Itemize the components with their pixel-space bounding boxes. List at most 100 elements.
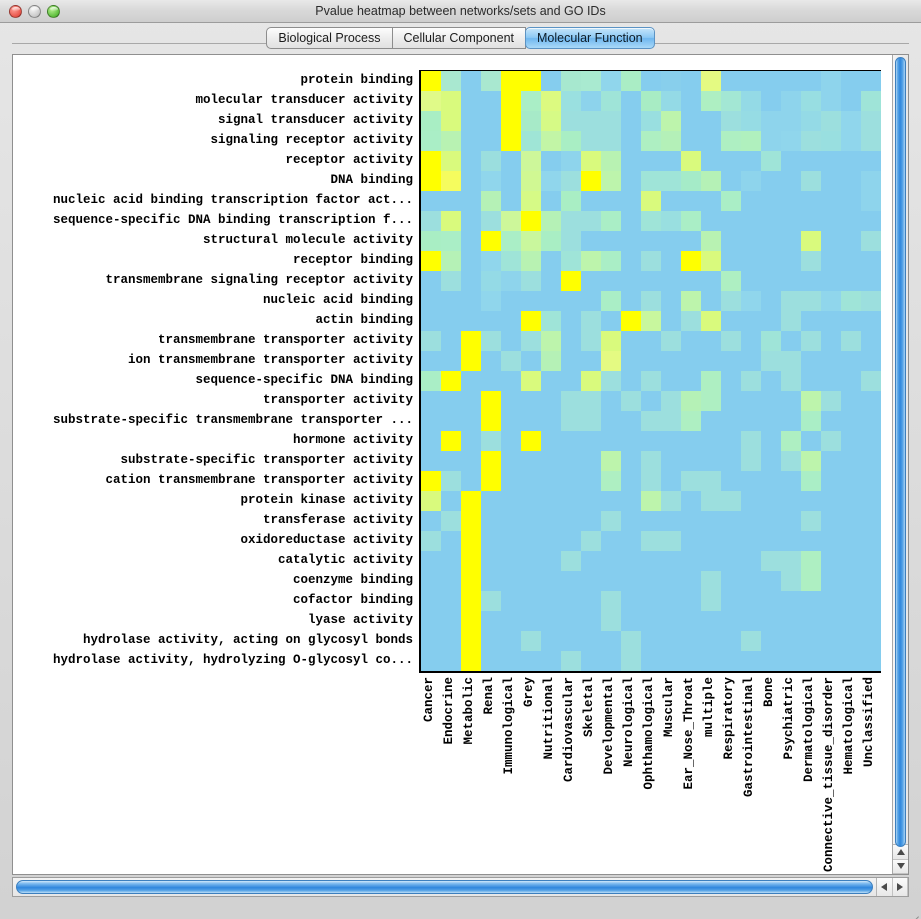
heatmap-cell[interactable] xyxy=(581,231,601,251)
heatmap-cell[interactable] xyxy=(761,91,781,111)
heatmap-cell[interactable] xyxy=(821,631,841,651)
heatmap-cell[interactable] xyxy=(481,211,501,231)
heatmap-cell[interactable] xyxy=(621,231,641,251)
heatmap-cell[interactable] xyxy=(501,531,521,551)
heatmap-cell[interactable] xyxy=(601,431,621,451)
heatmap-cell[interactable] xyxy=(421,351,441,371)
heatmap-cell[interactable] xyxy=(681,491,701,511)
heatmap-cell[interactable] xyxy=(561,471,581,491)
heatmap-cell[interactable] xyxy=(421,311,441,331)
heatmap-cell[interactable] xyxy=(541,651,561,671)
heatmap-cell[interactable] xyxy=(781,191,801,211)
heatmap-cell[interactable] xyxy=(741,591,761,611)
heatmap-cell[interactable] xyxy=(641,151,661,171)
heatmap-cell[interactable] xyxy=(421,171,441,191)
heatmap-cell[interactable] xyxy=(421,231,441,251)
heatmap-cell[interactable] xyxy=(761,511,781,531)
heatmap-cell[interactable] xyxy=(861,231,881,251)
heatmap-cell[interactable] xyxy=(861,651,881,671)
heatmap-cell[interactable] xyxy=(701,531,721,551)
horizontal-scrollbar[interactable] xyxy=(12,877,909,897)
heatmap-cell[interactable] xyxy=(721,591,741,611)
heatmap-cell[interactable] xyxy=(541,491,561,511)
heatmap-cell[interactable] xyxy=(521,651,541,671)
heatmap-cell[interactable] xyxy=(521,231,541,251)
scroll-left-button[interactable] xyxy=(877,878,893,896)
heatmap-cell[interactable] xyxy=(521,631,541,651)
heatmap-cell[interactable] xyxy=(581,151,601,171)
heatmap-cell[interactable] xyxy=(501,211,521,231)
heatmap-cell[interactable] xyxy=(781,111,801,131)
heatmap-cell[interactable] xyxy=(541,451,561,471)
heatmap-cell[interactable] xyxy=(861,551,881,571)
heatmap-cell[interactable] xyxy=(541,551,561,571)
heatmap-cell[interactable] xyxy=(861,91,881,111)
heatmap-cell[interactable] xyxy=(681,471,701,491)
heatmap-cell[interactable] xyxy=(861,291,881,311)
heatmap-cell[interactable] xyxy=(621,191,641,211)
heatmap-cell[interactable] xyxy=(861,371,881,391)
heatmap-cell[interactable] xyxy=(421,211,441,231)
heatmap-cell[interactable] xyxy=(621,171,641,191)
heatmap-cell[interactable] xyxy=(661,531,681,551)
heatmap-cell[interactable] xyxy=(541,171,561,191)
heatmap-cell[interactable] xyxy=(761,491,781,511)
heatmap-cell[interactable] xyxy=(621,371,641,391)
heatmap-cell[interactable] xyxy=(461,171,481,191)
heatmap-cell[interactable] xyxy=(801,111,821,131)
heatmap-cell[interactable] xyxy=(481,151,501,171)
heatmap-cell[interactable] xyxy=(821,611,841,631)
tab-molecular-function[interactable]: Molecular Function xyxy=(525,27,655,49)
heatmap-cell[interactable] xyxy=(821,431,841,451)
heatmap-cell[interactable] xyxy=(781,431,801,451)
heatmap-cell[interactable] xyxy=(461,311,481,331)
heatmap-cell[interactable] xyxy=(641,471,661,491)
heatmap-cell[interactable] xyxy=(421,291,441,311)
heatmap-cell[interactable] xyxy=(801,311,821,331)
heatmap-cell[interactable] xyxy=(841,511,861,531)
heatmap-cell[interactable] xyxy=(841,351,861,371)
heatmap-cell[interactable] xyxy=(501,431,521,451)
heatmap-cell[interactable] xyxy=(841,171,861,191)
heatmap-cell[interactable] xyxy=(761,191,781,211)
heatmap-cell[interactable] xyxy=(421,391,441,411)
heatmap-cell[interactable] xyxy=(441,271,461,291)
heatmap-cell[interactable] xyxy=(501,631,521,651)
heatmap-cell[interactable] xyxy=(641,411,661,431)
heatmap-cell[interactable] xyxy=(481,311,501,331)
heatmap-cell[interactable] xyxy=(581,411,601,431)
heatmap-cell[interactable] xyxy=(521,331,541,351)
heatmap-cell[interactable] xyxy=(821,531,841,551)
heatmap-cell[interactable] xyxy=(441,191,461,211)
heatmap-cell[interactable] xyxy=(801,151,821,171)
heatmap-cell[interactable] xyxy=(661,351,681,371)
heatmap-cell[interactable] xyxy=(621,351,641,371)
heatmap-cell[interactable] xyxy=(661,331,681,351)
heatmap-cell[interactable] xyxy=(801,431,821,451)
heatmap-cell[interactable] xyxy=(441,351,461,371)
heatmap-cell[interactable] xyxy=(461,451,481,471)
heatmap-cell[interactable] xyxy=(461,651,481,671)
heatmap-cell[interactable] xyxy=(601,511,621,531)
heatmap-cell[interactable] xyxy=(841,251,861,271)
heatmap-cell[interactable] xyxy=(781,471,801,491)
close-window-button[interactable] xyxy=(9,4,22,18)
heatmap-cell[interactable] xyxy=(441,491,461,511)
heatmap-cell[interactable] xyxy=(601,591,621,611)
heatmap-cell[interactable] xyxy=(441,151,461,171)
heatmap-cell[interactable] xyxy=(481,251,501,271)
heatmap-cell[interactable] xyxy=(761,371,781,391)
heatmap-cell[interactable] xyxy=(741,411,761,431)
heatmap-cell[interactable] xyxy=(641,651,661,671)
heatmap-cell[interactable] xyxy=(541,291,561,311)
heatmap-cell[interactable] xyxy=(621,551,641,571)
heatmap-cell[interactable] xyxy=(641,431,661,451)
heatmap-cell[interactable] xyxy=(821,391,841,411)
heatmap-cell[interactable] xyxy=(661,311,681,331)
heatmap-cell[interactable] xyxy=(441,371,461,391)
heatmap-cell[interactable] xyxy=(721,131,741,151)
heatmap-cell[interactable] xyxy=(761,131,781,151)
heatmap-cell[interactable] xyxy=(801,651,821,671)
heatmap-cell[interactable] xyxy=(861,471,881,491)
heatmap-cell[interactable] xyxy=(481,551,501,571)
